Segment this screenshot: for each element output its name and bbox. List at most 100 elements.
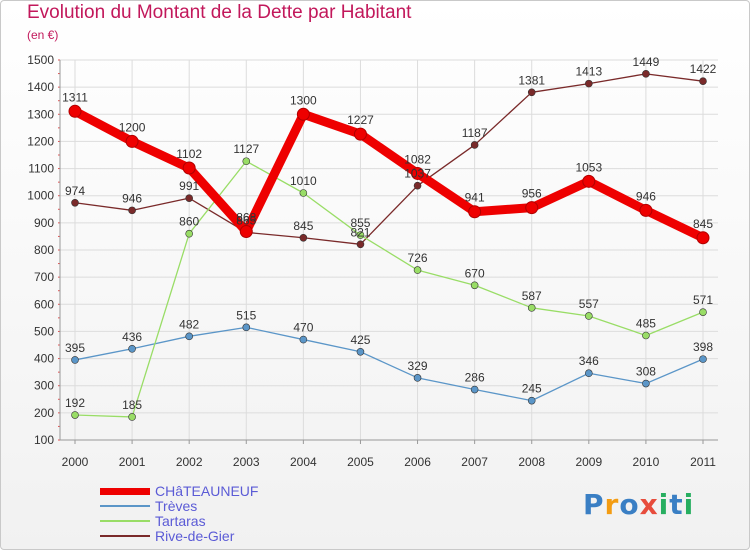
data-point-tartaras <box>642 331 650 340</box>
data-point-rive-de-gier <box>299 233 308 242</box>
logo-letter: P <box>583 488 605 521</box>
y-tick-label: 800 <box>34 243 54 257</box>
data-label-chateauneuf: 1311 <box>62 90 88 104</box>
data-point-chateauneuf <box>468 205 482 219</box>
data-label-rive-de-gier: 1187 <box>462 126 488 140</box>
proxiti-logo: Proxiti <box>583 488 694 521</box>
data-label-tartaras: 185 <box>122 398 142 412</box>
data-point-treves <box>527 396 536 405</box>
y-tick-label: 1200 <box>27 134 54 148</box>
series-layer <box>68 70 710 421</box>
x-tick-label: 2011 <box>690 455 716 469</box>
data-label-tartaras: 1010 <box>290 174 317 188</box>
axis-layer: 1500 1400 1300 1200 1100 1000 900 800 700 600 500 4… <box>27 53 718 469</box>
data-point-rive-de-gier <box>185 194 193 202</box>
data-label-tartaras: 1127 <box>233 142 259 156</box>
data-point-chateauneuf <box>239 225 253 239</box>
series-line-tartaras <box>74 160 704 418</box>
label-layer: 974 946 991 865 845 821 1037 1187 1381 1413 1449 14… <box>62 55 717 412</box>
data-point-tartaras <box>185 229 193 238</box>
data-label-rive-de-gier: 974 <box>65 184 85 198</box>
data-point-treves <box>585 369 593 378</box>
data-label-treves: 398 <box>693 340 713 354</box>
data-label-chateauneuf: 868 <box>236 211 256 225</box>
data-label-treves: 395 <box>65 341 85 355</box>
y-tick-label: 200 <box>34 406 54 420</box>
data-label-chateauneuf: 941 <box>465 191 485 205</box>
data-point-tartaras <box>413 266 422 274</box>
data-point-treves <box>242 323 251 332</box>
y-tick-label: 600 <box>34 297 54 311</box>
data-label-chateauneuf: 1102 <box>176 147 202 161</box>
legend-swatch <box>100 505 150 507</box>
data-label-treves: 425 <box>350 333 370 347</box>
data-label-treves: 482 <box>179 317 199 331</box>
x-tick-label: 2010 <box>633 455 660 469</box>
x-tick-label: 2005 <box>347 455 374 469</box>
logo-letter: x <box>639 488 659 521</box>
y-tick-label: 1500 <box>27 53 54 67</box>
data-label-rive-de-gier: 1422 <box>690 62 717 76</box>
data-point-tartaras <box>299 189 308 197</box>
data-point-tartaras <box>470 281 479 290</box>
data-point-rive-de-gier <box>356 240 365 249</box>
x-tick-label: 2009 <box>575 455 602 469</box>
data-point-rive-de-gier <box>413 181 422 190</box>
series-line-chateauneuf <box>70 106 708 243</box>
y-tick-label: 1000 <box>27 189 54 203</box>
data-label-treves: 436 <box>122 330 142 344</box>
data-point-tartaras <box>242 157 251 166</box>
x-tick-label: 2006 <box>404 455 431 469</box>
data-point-treves <box>128 344 136 353</box>
data-point-rive-de-gier <box>128 206 136 215</box>
data-point-chateauneuf <box>353 127 367 141</box>
y-tick-label: 500 <box>34 324 54 338</box>
chart-title: Evolution du Montant de la Dette par Hab… <box>27 2 412 23</box>
legend-label: Rive-de-Gier <box>155 528 235 544</box>
data-point-tartaras <box>699 308 707 316</box>
data-point-chateauneuf <box>582 174 596 188</box>
data-label-tartaras: 726 <box>408 251 428 265</box>
data-label-rive-de-gier: 1449 <box>633 55 660 69</box>
data-label-rive-de-gier: 821 <box>350 225 370 239</box>
data-point-treves <box>470 385 479 394</box>
data-point-chateauneuf <box>525 201 539 215</box>
data-label-rive-de-gier: 1037 <box>404 167 431 181</box>
legend-swatch <box>100 488 150 495</box>
data-point-treves <box>413 374 422 382</box>
data-label-chateauneuf: 1300 <box>290 93 317 107</box>
data-point-treves <box>299 335 308 344</box>
data-label-treves: 470 <box>293 321 313 335</box>
data-label-chateauneuf: 1082 <box>404 152 431 166</box>
data-label-treves: 346 <box>579 354 599 368</box>
y-tick-label: 1400 <box>27 80 54 94</box>
data-point-tartaras <box>356 231 365 239</box>
legend-swatch <box>100 520 150 522</box>
data-label-treves: 308 <box>636 365 656 379</box>
data-label-tartaras: 587 <box>522 289 542 303</box>
grid-layer <box>60 59 718 441</box>
data-point-rive-de-gier <box>699 77 707 85</box>
legend-label: Trèves <box>155 498 198 514</box>
data-label-tartaras: 670 <box>465 266 485 280</box>
series-line-rive-de-gier <box>74 73 704 245</box>
data-point-tartaras <box>527 304 536 312</box>
data-label-tartaras: 485 <box>636 317 656 331</box>
data-label-tartaras: 860 <box>179 215 199 229</box>
data-label-tartaras: 192 <box>65 396 85 410</box>
data-label-rive-de-gier: 1413 <box>575 65 602 79</box>
data-label-rive-de-gier: 946 <box>122 191 142 205</box>
data-point-chateauneuf <box>68 104 82 118</box>
data-point-tartaras <box>585 312 593 320</box>
x-tick-label: 2004 <box>290 455 317 469</box>
logo-letter: r <box>604 488 620 521</box>
data-point-treves <box>699 355 707 363</box>
data-label-chateauneuf: 845 <box>693 217 713 231</box>
legend-label: Tartaras <box>155 513 206 529</box>
data-label-rive-de-gier: 1381 <box>518 73 545 87</box>
logo-letter: i <box>683 488 695 521</box>
data-point-tartaras <box>128 413 136 421</box>
y-tick-label: 900 <box>34 216 54 230</box>
